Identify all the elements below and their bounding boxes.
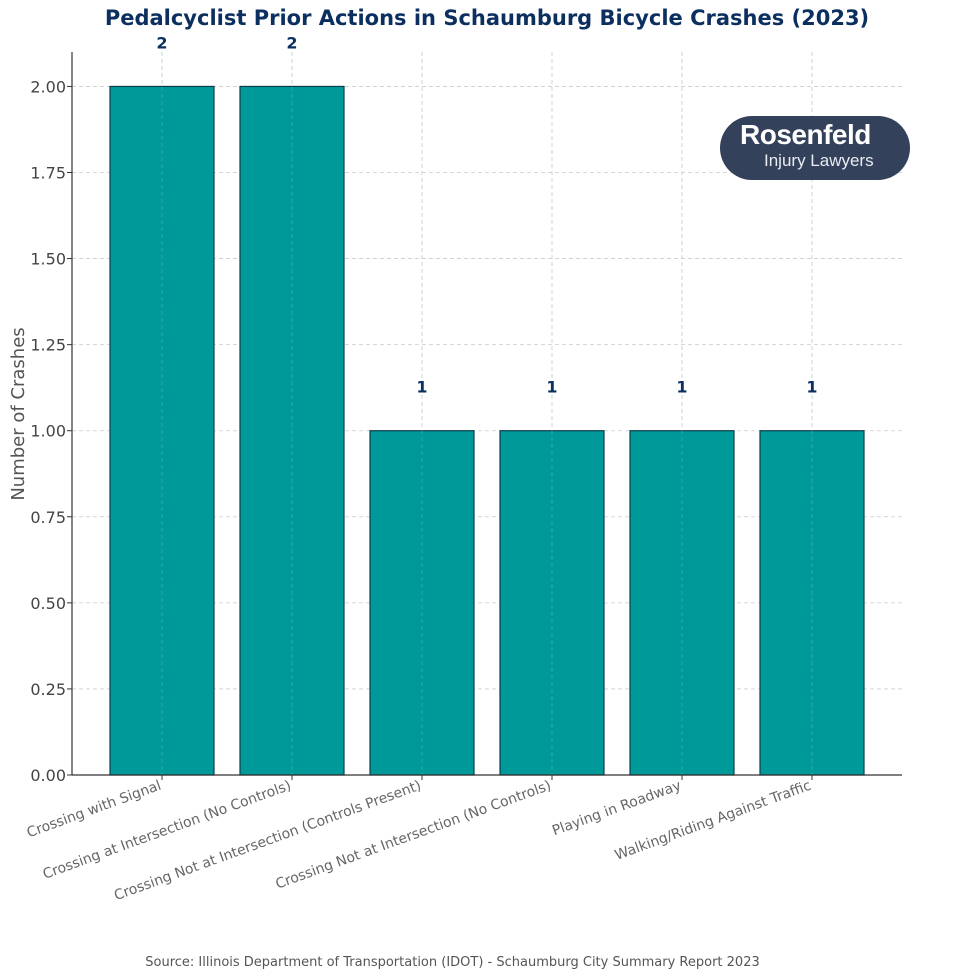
x-tick-label: Crossing at Intersection (No Controls) — [41, 778, 294, 883]
data-labels: 2 2 1 1 1 1 — [156, 33, 817, 396]
y-tick-label: 0.00 — [30, 766, 66, 785]
data-label: 1 — [546, 378, 557, 397]
y-tick-label: 0.25 — [30, 680, 66, 699]
y-tick-label: 2.00 — [30, 77, 66, 96]
y-tick-label: 1.75 — [30, 164, 66, 183]
data-label: 1 — [416, 378, 427, 397]
data-label: 1 — [806, 378, 817, 397]
data-label: 2 — [156, 33, 167, 52]
rosenfeld-logo: Rosenfeld Injury Lawyers — [720, 116, 910, 180]
logo-line2: Injury Lawyers — [764, 151, 874, 170]
logo-line1: Rosenfeld — [740, 119, 871, 150]
axes — [67, 52, 902, 780]
data-label: 2 — [286, 33, 297, 52]
y-tick-label: 1.00 — [30, 422, 66, 441]
y-tick-labels: 0.00 0.25 0.50 0.75 1.00 1.25 1.50 1.75 2.00 — [30, 77, 66, 785]
y-tick-label: 0.75 — [30, 508, 66, 527]
chart-title: Pedalcyclist Prior Actions in Schaumburg… — [105, 6, 869, 30]
y-tick-label: 0.50 — [30, 594, 66, 613]
y-axis-label: Number of Crashes — [8, 327, 29, 500]
y-tick-label: 1.25 — [30, 336, 66, 355]
source-note: Source: Illinois Department of Transport… — [145, 955, 760, 970]
data-label: 1 — [676, 378, 687, 397]
y-tick-label: 1.50 — [30, 250, 66, 269]
